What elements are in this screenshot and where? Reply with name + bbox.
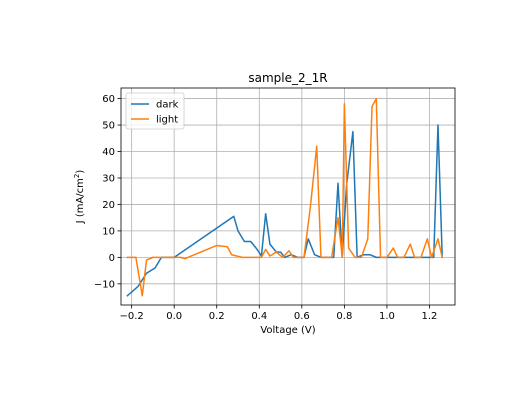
y-tick-label: 40 [102, 147, 115, 158]
x-tick-label: 0.4 [251, 311, 267, 322]
y-tick-label: 60 [102, 94, 115, 105]
y-tick-label: −10 [94, 279, 115, 290]
series-line-light [126, 97, 444, 297]
legend-label-light: light [156, 115, 178, 126]
y-tick-label: 30 [102, 173, 115, 184]
chart-title: sample_2_1R [248, 71, 327, 85]
y-tick-label: 0 [109, 253, 115, 264]
x-tick-label: 1.0 [379, 311, 395, 322]
y-tick-label: 10 [102, 226, 115, 237]
y-axis-label-superscript: 2 [73, 174, 81, 178]
x-tick-label: 0.6 [294, 311, 310, 322]
plot-frame [120, 87, 456, 306]
x-axis-label: Voltage (V) [260, 325, 315, 336]
y-tick-label: 20 [102, 200, 115, 211]
x-tick-label: 0.2 [209, 311, 225, 322]
y-axis-label-main: J (mA/cm [75, 178, 86, 224]
x-tick-label: 0.8 [336, 311, 352, 322]
x-tick-label: −0.2 [119, 311, 143, 322]
x-tick-label: 1.2 [422, 311, 438, 322]
y-axis-label: J (mA/cm2) [73, 170, 86, 225]
y-tick-label: 50 [102, 121, 115, 132]
legend-box [125, 92, 185, 130]
ticks: −0.2 0.0 0.2 0.4 0.6 0.8 1.0 1.2 −10 0 10 20 30 40 50 6… [94, 94, 438, 322]
y-axis-label-end: ) [75, 170, 86, 174]
x-tick-label: 0.0 [166, 311, 182, 322]
legend: dark light [125, 92, 185, 130]
legend-label-dark: dark [156, 100, 179, 111]
series-layer [126, 97, 444, 297]
